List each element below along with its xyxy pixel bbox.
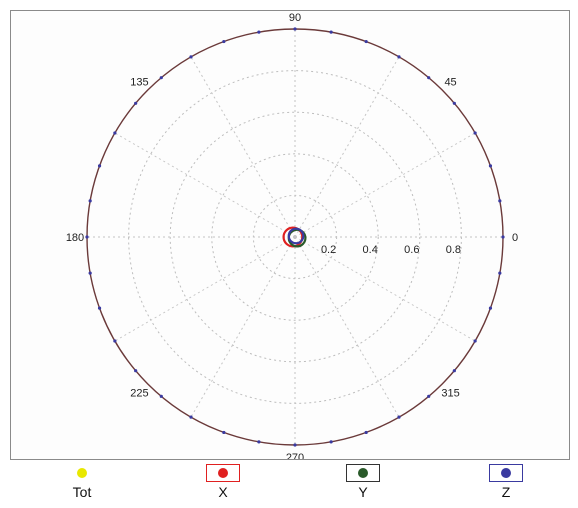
legend-marker-x xyxy=(218,468,228,478)
series-tot-point xyxy=(293,443,297,447)
grid-spoke xyxy=(294,132,476,238)
series-tot-point xyxy=(189,415,193,419)
series-tot-point xyxy=(488,306,493,310)
series-tot-point xyxy=(113,339,117,343)
series-tot-point xyxy=(329,440,333,444)
series-tot-point xyxy=(329,30,333,34)
series-tot-point xyxy=(397,55,401,59)
series-tot-point xyxy=(257,30,261,34)
series-tot-point xyxy=(97,164,102,168)
series-tot-point xyxy=(134,101,138,105)
legend-marker-y xyxy=(358,468,368,478)
series-tot-point xyxy=(452,101,456,105)
series-tot-point xyxy=(397,415,401,419)
angle-tick-label: 225 xyxy=(130,388,148,400)
series-tot-point xyxy=(159,394,163,398)
legend-label-z: Z xyxy=(501,484,511,500)
radial-tick-label: 0.2 xyxy=(321,244,336,256)
plot-frame: 0 45 90 135 180 225 270 315 0.2 0.4 0.6 0.8 xyxy=(10,10,570,460)
legend-marker-z xyxy=(501,468,511,478)
series-tot-point xyxy=(222,39,226,44)
angle-tick-label: 135 xyxy=(130,76,148,88)
series-tot-point xyxy=(427,76,431,80)
legend-label-tot: Tot xyxy=(72,484,92,500)
series-tot-point xyxy=(427,394,431,398)
angle-tick-label: 180 xyxy=(66,232,84,244)
polar-chart: 0 45 90 135 180 225 270 315 0.2 0.4 0.6 0.8 xyxy=(66,12,518,459)
legend-label-x: X xyxy=(218,484,228,500)
series-tot-point xyxy=(473,131,477,135)
radial-tick-label: 0.4 xyxy=(363,244,378,256)
series-tot-point xyxy=(134,369,138,373)
series-tot-point xyxy=(159,76,163,80)
angle-tick-label: 0 xyxy=(512,232,518,244)
series-z-line xyxy=(287,227,305,245)
radial-tick-label: 0.6 xyxy=(404,244,419,256)
legend-label-y: Y xyxy=(358,484,368,500)
legend-item-y[interactable]: Y xyxy=(333,464,393,500)
grid-spoke xyxy=(190,56,296,238)
series-tot-point xyxy=(88,271,92,275)
series-tot-point xyxy=(222,430,226,435)
series-tot-point xyxy=(189,55,193,59)
grid-circle xyxy=(211,153,379,321)
series-tot-point xyxy=(97,306,102,310)
series-tot-point xyxy=(364,430,368,435)
grid-spoke xyxy=(294,56,400,238)
series-tot-point xyxy=(488,164,493,168)
legend-marker-box xyxy=(206,464,240,482)
grid-circle xyxy=(169,111,421,363)
series-tot-point xyxy=(364,39,368,44)
legend-marker-box xyxy=(65,464,99,482)
angle-tick-label: 90 xyxy=(289,12,301,24)
legend-item-x[interactable]: X xyxy=(193,464,253,500)
series-tot-point xyxy=(473,339,477,343)
angle-tick-label: 315 xyxy=(441,388,459,400)
legend-item-z[interactable]: Z xyxy=(476,464,536,500)
series-tot-point xyxy=(498,271,502,275)
radial-tick-label: 0.8 xyxy=(446,244,461,256)
legend: Tot X Y Z xyxy=(0,462,578,508)
series-tot-point xyxy=(113,131,117,135)
series-tot-point xyxy=(293,27,297,31)
angle-tick-label: 270 xyxy=(286,452,304,459)
grid-spoke xyxy=(294,236,400,418)
series-tot-point xyxy=(501,235,505,239)
series-tot-point xyxy=(452,369,456,373)
legend-item-tot[interactable]: Tot xyxy=(52,464,112,500)
grid-spoke xyxy=(114,132,296,238)
series-tot-point xyxy=(88,199,92,203)
grid-spoke xyxy=(114,236,296,342)
legend-marker-box xyxy=(346,464,380,482)
legend-marker-box xyxy=(489,464,523,482)
series-tot-point xyxy=(498,199,502,203)
legend-marker-tot xyxy=(77,468,87,478)
series-tot-point xyxy=(85,235,89,239)
series-tot-point xyxy=(257,440,261,444)
grid-spoke xyxy=(190,236,296,418)
angle-tick-label: 45 xyxy=(444,76,456,88)
